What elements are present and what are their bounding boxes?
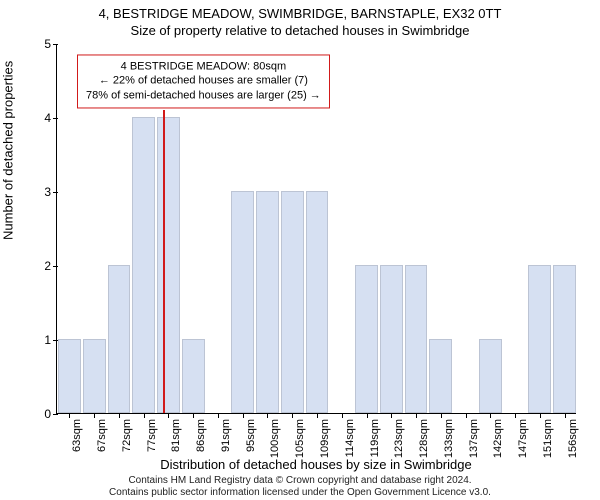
x-tick-label: 81sqm	[170, 419, 182, 452]
x-tick-mark	[193, 413, 194, 418]
y-axis-label: Number of detached properties	[1, 61, 16, 240]
x-tick-label: 91sqm	[220, 419, 232, 452]
footer-line-1: Contains HM Land Registry data © Crown c…	[0, 475, 600, 487]
x-tick-label: 109sqm	[319, 419, 331, 458]
y-tick: 4	[44, 111, 57, 125]
x-tick-mark	[391, 413, 392, 418]
marker-line	[163, 110, 165, 413]
x-tick-label: 67sqm	[96, 419, 108, 452]
bar	[355, 265, 378, 413]
page-title: 4, BESTRIDGE MEADOW, SWIMBRIDGE, BARNSTA…	[0, 0, 600, 21]
x-tick-mark	[565, 413, 566, 418]
bar	[182, 339, 205, 413]
x-tick-mark	[466, 413, 467, 418]
y-tick: 2	[44, 259, 57, 273]
x-tick-mark	[441, 413, 442, 418]
y-tick: 0	[44, 407, 57, 421]
plot-area: 01234563sqm67sqm72sqm77sqm81sqm86sqm91sq…	[56, 44, 576, 414]
bar	[479, 339, 502, 413]
x-tick-label: 105sqm	[294, 419, 306, 458]
x-tick-mark	[292, 413, 293, 418]
info-line-1: 4 BESTRIDGE MEADOW: 80sqm	[86, 59, 321, 74]
y-tick: 5	[44, 37, 57, 51]
bar	[108, 265, 131, 413]
x-tick-label: 123sqm	[393, 419, 405, 458]
x-tick-mark	[69, 413, 70, 418]
x-tick-mark	[367, 413, 368, 418]
x-tick-label: 63sqm	[71, 419, 83, 452]
x-tick-mark	[342, 413, 343, 418]
info-line-2: ← 22% of detached houses are smaller (7)	[86, 74, 321, 89]
x-tick-label: 151sqm	[542, 419, 554, 458]
x-tick-mark	[144, 413, 145, 418]
x-tick-label: 128sqm	[418, 419, 430, 458]
bar	[83, 339, 106, 413]
y-tick: 3	[44, 185, 57, 199]
info-line-3: 78% of semi-detached houses are larger (…	[86, 89, 321, 104]
bar	[429, 339, 452, 413]
x-tick-mark	[243, 413, 244, 418]
chart-container: 4, BESTRIDGE MEADOW, SWIMBRIDGE, BARNSTA…	[0, 0, 600, 500]
x-tick-mark	[317, 413, 318, 418]
x-tick-mark	[540, 413, 541, 418]
x-tick-label: 77sqm	[146, 419, 158, 452]
bar	[231, 191, 254, 413]
x-tick-label: 114sqm	[344, 419, 356, 457]
x-tick-mark	[515, 413, 516, 418]
x-tick-label: 72sqm	[121, 419, 133, 452]
footer: Contains HM Land Registry data © Crown c…	[0, 475, 600, 499]
x-tick-label: 142sqm	[492, 419, 504, 458]
bar	[380, 265, 403, 413]
y-tick: 1	[44, 333, 57, 347]
x-tick-mark	[267, 413, 268, 418]
x-tick-mark	[94, 413, 95, 418]
x-tick-label: 119sqm	[369, 419, 381, 457]
bar	[281, 191, 304, 413]
bar	[132, 117, 155, 413]
x-tick-label: 95sqm	[245, 419, 257, 452]
x-tick-label: 147sqm	[517, 419, 529, 458]
info-box: 4 BESTRIDGE MEADOW: 80sqm← 22% of detach…	[77, 54, 330, 109]
bar	[306, 191, 329, 413]
bar	[405, 265, 428, 413]
x-tick-label: 156sqm	[567, 419, 579, 458]
x-tick-mark	[218, 413, 219, 418]
x-tick-mark	[119, 413, 120, 418]
x-tick-mark	[490, 413, 491, 418]
bar	[157, 117, 180, 413]
footer-line-2: Contains public sector information licen…	[0, 487, 600, 499]
x-tick-label: 100sqm	[269, 419, 281, 458]
bar	[58, 339, 81, 413]
bar	[528, 265, 551, 413]
x-tick-mark	[416, 413, 417, 418]
bar	[256, 191, 279, 413]
bar	[553, 265, 576, 413]
x-tick-label: 86sqm	[195, 419, 207, 452]
x-tick-mark	[168, 413, 169, 418]
x-tick-label: 137sqm	[468, 419, 480, 458]
x-axis-label: Distribution of detached houses by size …	[56, 457, 576, 472]
page-subtitle: Size of property relative to detached ho…	[0, 21, 600, 38]
x-tick-label: 133sqm	[443, 419, 455, 458]
